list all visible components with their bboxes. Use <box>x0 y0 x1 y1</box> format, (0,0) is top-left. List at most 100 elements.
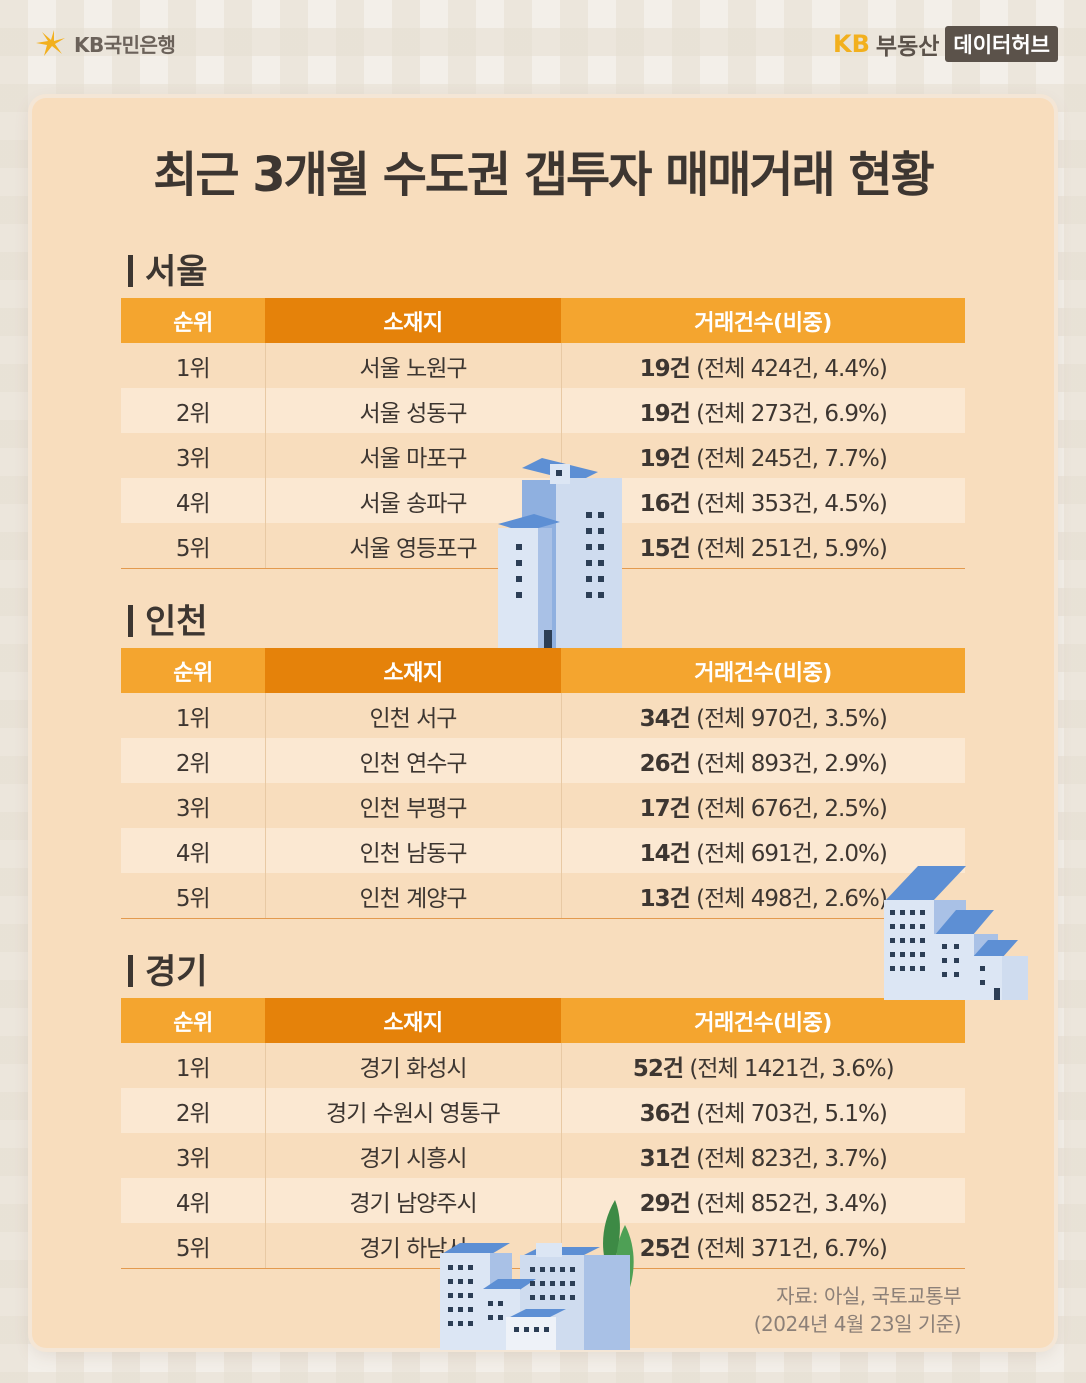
table-row: 1위 경기 화성시 52건 (전체 1421건, 3.6%) <box>121 1043 965 1088</box>
ranking-table-incheon: 순위 소재지 거래건수(비중) 1위 인천 서구 34건 (전체 970건, 3… <box>121 648 965 919</box>
location-cell: 인천 부평구 <box>265 783 562 828</box>
location-cell: 인천 연수구 <box>265 738 562 783</box>
rank-cell: 5위 <box>121 523 266 569</box>
count-cell: 52건 (전체 1421건, 3.6%) <box>561 1043 965 1088</box>
count-value: 52건 <box>632 1055 684 1082</box>
kb-data-hub-logo[interactable]: KB 부동산 데이터허브 <box>833 26 1058 62</box>
table-row: 4위 인천 남동구 14건 (전체 691건, 2.0%) <box>121 828 965 873</box>
region-heading-incheon: 인천 <box>128 594 208 643</box>
count-detail: (전체 245건, 7.7%) <box>696 445 888 472</box>
column-header-count: 거래건수(비중) <box>561 648 965 693</box>
rank-cell: 3위 <box>121 1133 266 1178</box>
rank-cell: 3위 <box>121 433 266 478</box>
apartment-cluster-icon <box>884 866 1028 1000</box>
rank-cell: 4위 <box>121 1178 266 1223</box>
count-cell: 17건 (전체 676건, 2.5%) <box>561 783 965 828</box>
count-detail: (전체 970건, 3.5%) <box>696 705 888 732</box>
count-value: 14건 <box>639 840 691 867</box>
rank-cell: 2위 <box>121 738 266 783</box>
column-header-count: 거래건수(비중) <box>561 998 965 1043</box>
count-value: 25건 <box>639 1235 691 1262</box>
count-detail: (전체 676건, 2.5%) <box>696 795 888 822</box>
location-cell: 인천 서구 <box>265 693 562 738</box>
rank-cell: 3위 <box>121 783 266 828</box>
source-note: 자료: 아실, 국토교통부 (2024년 4월 23일 기준) <box>754 1282 962 1338</box>
heading-bar <box>128 955 133 987</box>
rank-cell: 4위 <box>121 478 266 523</box>
table-row: 3위 인천 부평구 17건 (전체 676건, 2.5%) <box>121 783 965 828</box>
location-cell: 경기 화성시 <box>265 1043 562 1088</box>
count-detail: (전체 823건, 3.7%) <box>696 1145 888 1172</box>
table-row: 2위 서울 성동구 19건 (전체 273건, 6.9%) <box>121 388 965 433</box>
column-header-location: 소재지 <box>265 298 561 343</box>
table-header-row: 순위 소재지 거래건수(비중) <box>121 998 965 1043</box>
table-row: 4위 서울 송파구 16건 (전체 353건, 4.5%) <box>121 478 965 523</box>
count-cell: 15건 (전체 251건, 5.9%) <box>561 523 965 569</box>
kb-star-icon <box>36 30 65 56</box>
table-row: 3위 경기 시흥시 31건 (전체 823건, 3.7%) <box>121 1133 965 1178</box>
table-row: 5위 인천 계양구 13건 (전체 498건, 2.6%) <box>121 873 965 919</box>
rank-cell: 5위 <box>121 873 266 919</box>
kb-bank-name: KB국민은행 <box>74 32 176 57</box>
table-row: 4위 경기 남양주시 29건 (전체 852건, 3.4%) <box>121 1178 965 1223</box>
rank-cell: 1위 <box>121 693 266 738</box>
location-cell: 서울 노원구 <box>265 343 562 388</box>
hub-badge: 데이터허브 <box>945 26 1058 62</box>
rank-cell: 1위 <box>121 1043 266 1088</box>
rank-cell: 2위 <box>121 1088 266 1133</box>
table-header-row: 순위 소재지 거래건수(비중) <box>121 298 965 343</box>
location-cell: 서울 송파구 <box>265 478 562 523</box>
count-cell: 29건 (전체 852건, 3.4%) <box>561 1178 965 1223</box>
column-header-location: 소재지 <box>265 648 561 693</box>
location-cell: 서울 성동구 <box>265 388 562 433</box>
location-cell: 서울 마포구 <box>265 433 562 478</box>
heading-bar <box>128 605 133 637</box>
hub-kb-mark: KB <box>833 30 870 58</box>
location-cell: 경기 남양주시 <box>265 1178 562 1223</box>
count-cell: 26건 (전체 893건, 2.9%) <box>561 738 965 783</box>
column-header-count: 거래건수(비중) <box>561 298 965 343</box>
count-value: 13건 <box>639 885 691 912</box>
location-cell: 인천 계양구 <box>265 873 562 919</box>
count-value: 15건 <box>639 535 691 562</box>
count-cell: 36건 (전체 703건, 5.1%) <box>561 1088 965 1133</box>
count-value: 19건 <box>639 400 691 427</box>
count-detail: (전체 251건, 5.9%) <box>696 535 888 562</box>
rank-cell: 4위 <box>121 828 266 873</box>
region-name: 서울 <box>145 252 208 292</box>
rank-cell: 2위 <box>121 388 266 433</box>
count-detail: (전체 424건, 4.4%) <box>696 355 888 382</box>
rank-cell: 1위 <box>121 343 266 388</box>
count-value: 26건 <box>639 750 691 777</box>
source-line: 자료: 아실, 국토교통부 <box>776 1284 961 1308</box>
hub-name: 부동산 <box>875 34 940 60</box>
kb-bank-logo[interactable]: KB국민은행 <box>32 28 176 58</box>
count-detail: (전체 498건, 2.6%) <box>696 885 888 912</box>
count-value: 19건 <box>639 355 691 382</box>
table-header-row: 순위 소재지 거래건수(비중) <box>121 648 965 693</box>
heading-bar <box>128 255 133 287</box>
count-detail: (전체 371건, 6.7%) <box>696 1235 888 1262</box>
location-cell: 경기 수원시 영통구 <box>265 1088 562 1133</box>
count-value: 31건 <box>639 1145 691 1172</box>
rank-cell: 5위 <box>121 1223 266 1269</box>
count-detail: (전체 893건, 2.9%) <box>696 750 888 777</box>
region-name: 인천 <box>145 602 208 642</box>
count-cell: 16건 (전체 353건, 4.5%) <box>561 478 965 523</box>
count-value: 17건 <box>639 795 691 822</box>
count-detail: (전체 1421건, 3.6%) <box>689 1055 894 1082</box>
page-title: 최근 3개월 수도권 갭투자 매매거래 현황 <box>153 147 935 203</box>
column-header-rank: 순위 <box>121 648 265 693</box>
table-row: 1위 서울 노원구 19건 (전체 424건, 4.4%) <box>121 343 965 388</box>
ranking-table-gyeonggi: 순위 소재지 거래건수(비중) 1위 경기 화성시 52건 (전체 1421건,… <box>121 998 965 1269</box>
count-cell: 34건 (전체 970건, 3.5%) <box>561 693 965 738</box>
count-value: 34건 <box>639 705 691 732</box>
region-heading-gyeonggi: 경기 <box>128 944 208 993</box>
top-bar: KB국민은행 KB 부동산 데이터허브 <box>0 0 1086 90</box>
column-header-location: 소재지 <box>265 998 561 1043</box>
count-detail: (전체 852건, 3.4%) <box>696 1190 888 1217</box>
table-row: 2위 경기 수원시 영통구 36건 (전체 703건, 5.1%) <box>121 1088 965 1133</box>
count-value: 36건 <box>639 1100 691 1127</box>
region-name: 경기 <box>145 952 208 992</box>
column-header-rank: 순위 <box>121 998 265 1043</box>
